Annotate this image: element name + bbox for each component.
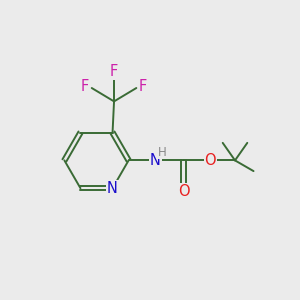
Text: H: H — [158, 146, 166, 159]
Text: O: O — [178, 184, 189, 199]
Text: F: F — [110, 64, 118, 79]
Text: F: F — [81, 79, 89, 94]
Text: N: N — [150, 153, 161, 168]
Text: F: F — [139, 79, 147, 94]
Text: O: O — [205, 153, 216, 168]
Text: N: N — [107, 181, 118, 196]
